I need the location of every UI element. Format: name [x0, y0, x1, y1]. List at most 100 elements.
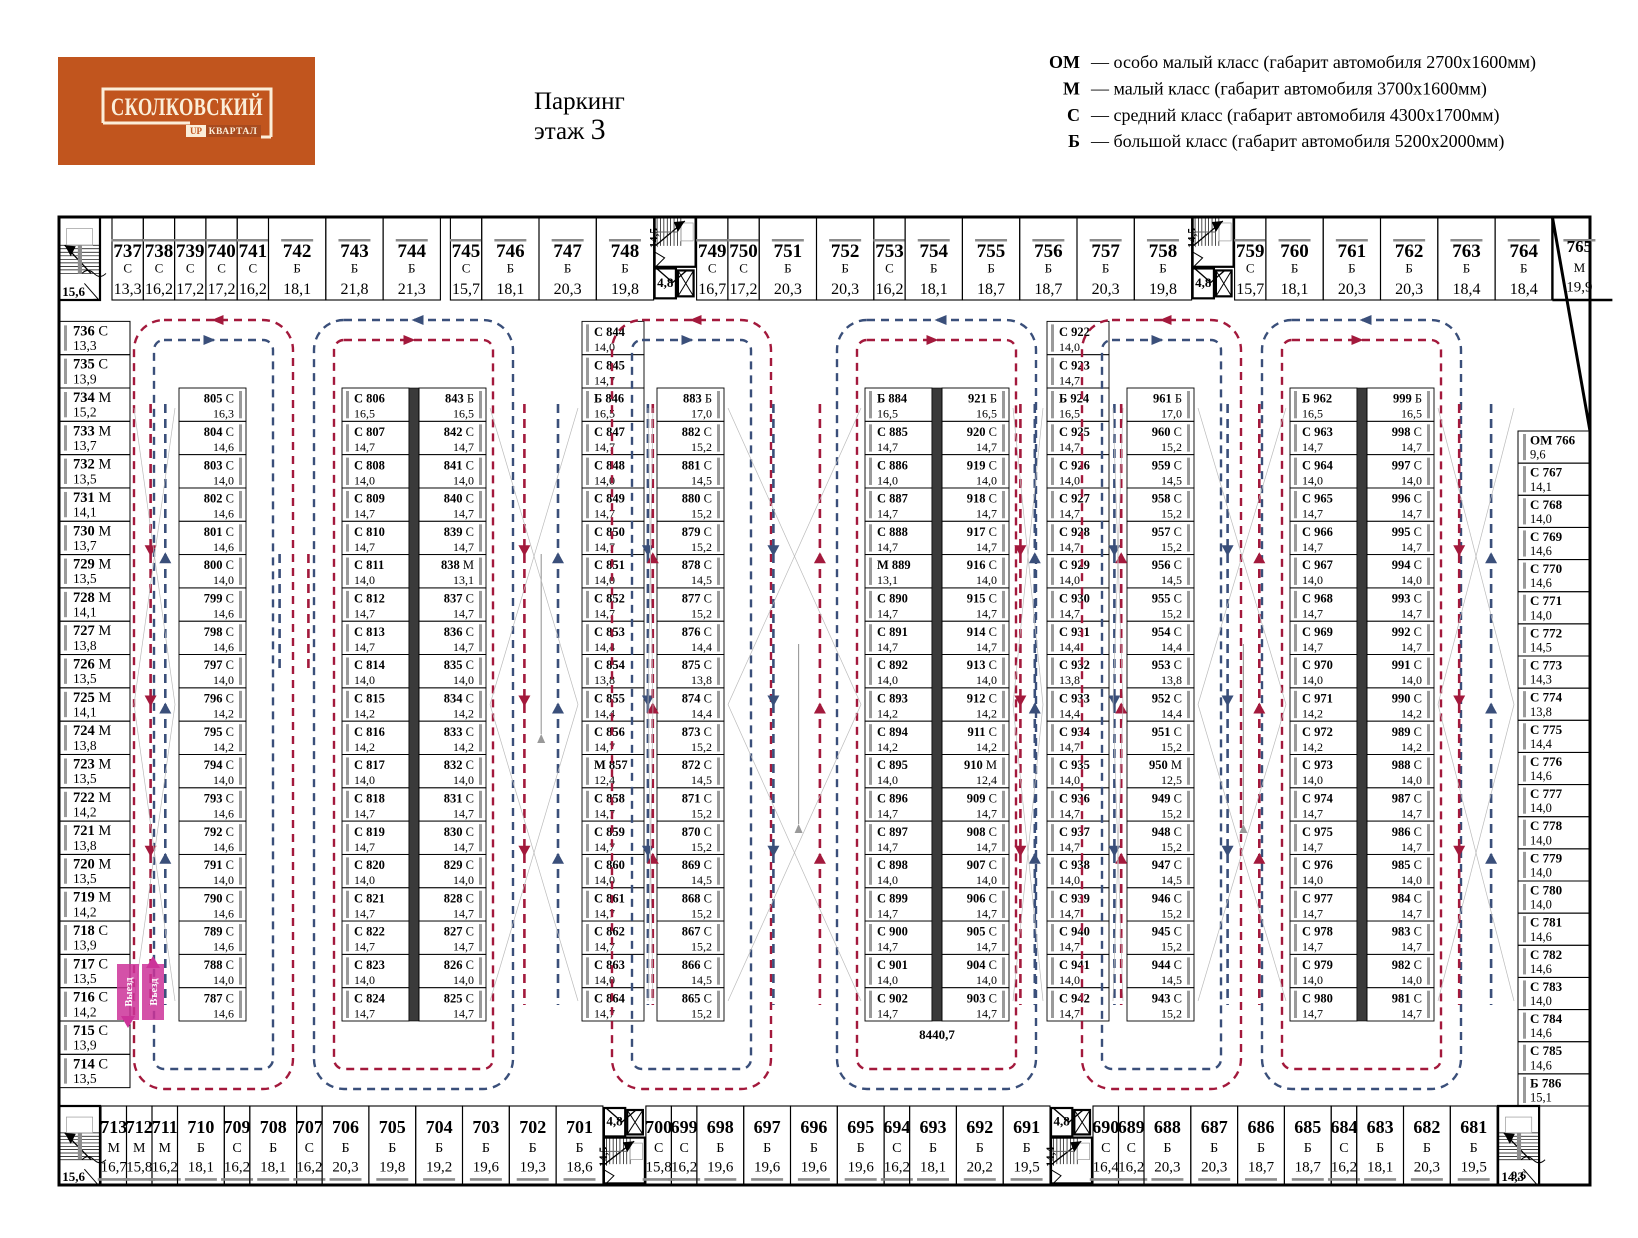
svg-text:14,6: 14,6 [1530, 930, 1552, 944]
svg-text:943 С: 943 С [1152, 991, 1182, 1005]
svg-text:С 772: С 772 [1530, 625, 1562, 640]
svg-text:Б: Б [784, 261, 791, 276]
svg-text:959 С: 959 С [1152, 458, 1182, 472]
svg-text:702: 702 [519, 1117, 546, 1137]
svg-text:С 933: С 933 [1059, 692, 1090, 706]
svg-text:Паркинг: Паркинг [534, 88, 625, 115]
svg-text:14,6: 14,6 [1530, 1026, 1552, 1040]
svg-text:996 С: 996 С [1392, 492, 1422, 506]
svg-text:14,0: 14,0 [213, 573, 234, 587]
svg-text:С: С [679, 1141, 688, 1156]
svg-text:С 899: С 899 [877, 891, 908, 905]
svg-text:13,8: 13,8 [1530, 705, 1552, 719]
svg-text:С: С [1067, 105, 1080, 125]
svg-text:700: 700 [645, 1117, 672, 1137]
svg-text:Выезд: Выезд [124, 977, 135, 1007]
svg-text:841 С: 841 С [444, 458, 474, 472]
svg-text:С 807: С 807 [354, 425, 385, 439]
svg-text:736 С: 736 С [73, 323, 108, 339]
svg-text:20,3: 20,3 [332, 1160, 358, 1176]
svg-text:14,0: 14,0 [1530, 608, 1552, 622]
svg-text:14,0: 14,0 [1530, 866, 1552, 880]
svg-text:С 964: С 964 [1302, 458, 1334, 472]
svg-text:14,7: 14,7 [1059, 540, 1080, 554]
svg-text:710: 710 [187, 1117, 214, 1137]
svg-text:С 821: С 821 [354, 891, 385, 905]
svg-text:16,5: 16,5 [354, 407, 375, 421]
svg-text:870 С: 870 С [682, 825, 712, 839]
svg-text:737: 737 [113, 241, 142, 262]
svg-text:14,0: 14,0 [976, 673, 997, 687]
svg-text:Б 884: Б 884 [877, 392, 908, 406]
svg-text:998 С: 998 С [1392, 425, 1422, 439]
svg-text:Б: Б [1068, 131, 1080, 151]
svg-text:8440,7: 8440,7 [919, 1027, 955, 1042]
svg-text:14,0: 14,0 [976, 973, 997, 987]
svg-text:16,2: 16,2 [671, 1160, 697, 1176]
svg-text:14,0: 14,0 [877, 773, 898, 787]
svg-text:15,6: 15,6 [62, 1169, 85, 1184]
svg-text:16,2: 16,2 [152, 1160, 178, 1176]
svg-text:20,3: 20,3 [1338, 281, 1366, 298]
svg-text:16,2: 16,2 [1331, 1160, 1357, 1176]
svg-text:18,1: 18,1 [1281, 281, 1309, 298]
svg-text:Б: Б [575, 1141, 583, 1156]
svg-text:17,0: 17,0 [691, 407, 712, 421]
svg-text:741: 741 [239, 241, 268, 262]
svg-text:С 927: С 927 [1059, 492, 1090, 506]
svg-text:681: 681 [1460, 1117, 1487, 1137]
svg-text:С 939: С 939 [1059, 891, 1090, 905]
svg-text:С 898: С 898 [877, 858, 908, 872]
svg-text:994 С: 994 С [1392, 558, 1422, 572]
svg-text:С 853: С 853 [594, 625, 625, 639]
svg-text:956 С: 956 С [1152, 558, 1182, 572]
svg-text:21,8: 21,8 [340, 281, 368, 298]
svg-text:15,2: 15,2 [691, 740, 712, 754]
svg-text:997 С: 997 С [1392, 458, 1422, 472]
svg-text:752: 752 [831, 241, 860, 262]
svg-text:830 С: 830 С [444, 825, 474, 839]
svg-text:15,6: 15,6 [62, 284, 85, 299]
svg-text:14,5: 14,5 [649, 228, 661, 248]
svg-text:744: 744 [398, 241, 427, 262]
svg-text:С 897: С 897 [877, 825, 908, 839]
svg-text:989 С: 989 С [1392, 725, 1422, 739]
svg-text:18,4: 18,4 [1510, 281, 1538, 298]
svg-text:Б 786: Б 786 [1530, 1075, 1562, 1090]
svg-text:С 935: С 935 [1059, 758, 1090, 772]
svg-text:883 Б: 883 Б [683, 392, 712, 406]
svg-text:805 С: 805 С [204, 392, 234, 406]
svg-text:19,8: 19,8 [611, 281, 639, 298]
svg-text:18,1: 18,1 [920, 281, 948, 298]
svg-text:14,0: 14,0 [354, 773, 375, 787]
svg-text:17,2: 17,2 [176, 281, 204, 298]
svg-text:13,5: 13,5 [73, 471, 97, 486]
svg-text:С 888: С 888 [877, 525, 908, 539]
svg-text:С 817: С 817 [354, 758, 385, 772]
svg-text:15,2: 15,2 [1161, 806, 1182, 820]
svg-text:С 809: С 809 [354, 492, 385, 506]
svg-text:С 812: С 812 [354, 592, 385, 606]
svg-text:14,0: 14,0 [453, 773, 474, 787]
svg-text:14,0: 14,0 [1302, 673, 1323, 687]
svg-text:С 970: С 970 [1302, 658, 1333, 672]
svg-text:759: 759 [1236, 241, 1265, 262]
svg-text:14,0: 14,0 [213, 773, 234, 787]
svg-text:этаж 3: этаж 3 [534, 113, 606, 146]
svg-text:13,1: 13,1 [453, 573, 474, 587]
svg-text:М: М [1574, 260, 1586, 275]
svg-text:716 С: 716 С [73, 990, 108, 1006]
svg-text:14,4: 14,4 [691, 707, 712, 721]
svg-text:С 850: С 850 [594, 525, 625, 539]
svg-text:15,2: 15,2 [691, 607, 712, 621]
svg-text:С: С [462, 261, 471, 276]
svg-text:18,1: 18,1 [496, 281, 524, 298]
svg-text:14,0: 14,0 [1401, 473, 1422, 487]
svg-text:С 930: С 930 [1059, 592, 1090, 606]
svg-text:740: 740 [207, 241, 236, 262]
svg-text:14,7: 14,7 [1401, 640, 1422, 654]
svg-text:14,0: 14,0 [1302, 573, 1323, 587]
svg-text:13,7: 13,7 [73, 538, 97, 553]
svg-text:Въезд: Въезд [149, 978, 160, 1006]
svg-text:20,3: 20,3 [1201, 1160, 1227, 1176]
